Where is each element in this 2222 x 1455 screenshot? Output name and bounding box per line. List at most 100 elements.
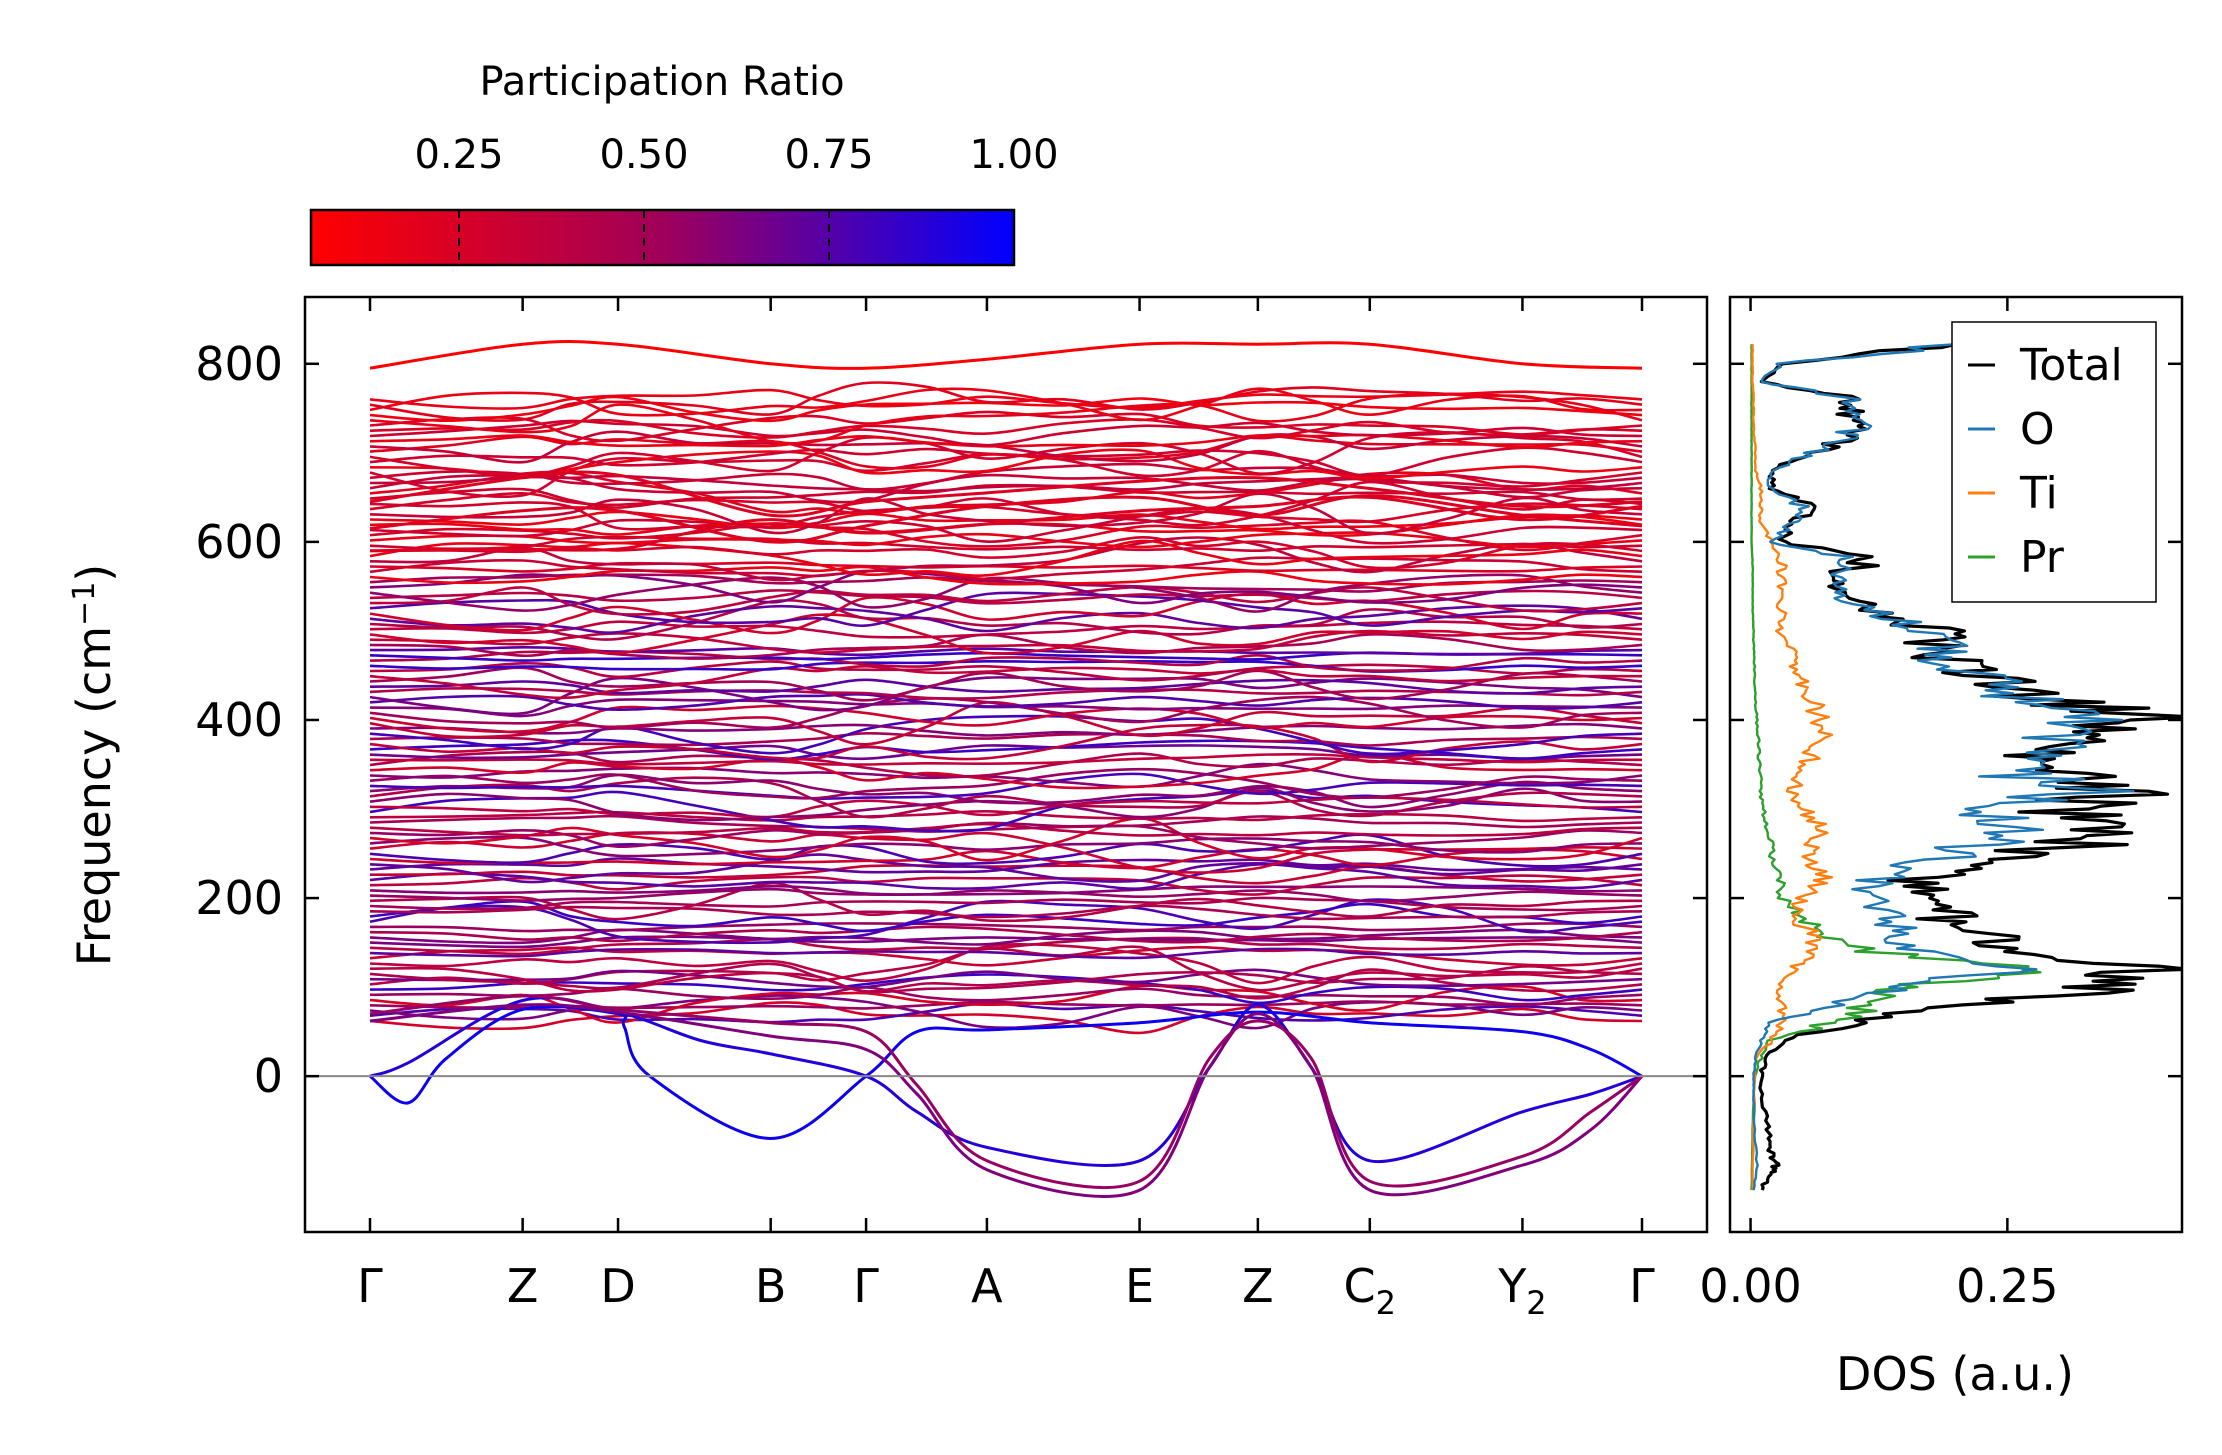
dos-panel: 0.00 0.25 DOS (a.u.) Total O Ti Pr	[1699, 295, 2184, 1401]
band-y-ticks: 0 200 400 600 800	[195, 337, 1707, 1103]
band-line	[369, 483, 1643, 509]
band-line	[369, 678, 1643, 695]
band-y-axis-label: Frequency (cm−1)	[67, 564, 121, 967]
colorbar-title: Participation Ratio	[479, 59, 844, 105]
band-line	[369, 896, 1643, 912]
band-y-tick-label: 400	[195, 693, 283, 747]
band-line	[369, 962, 1643, 994]
band-line	[369, 448, 1643, 480]
band-line-upper-gap-high	[369, 470, 1643, 518]
band-line	[369, 772, 1643, 800]
kpoint-label: Γ	[357, 1259, 383, 1313]
band-line	[369, 904, 1643, 921]
band-line	[369, 887, 1643, 903]
band-line	[369, 536, 1643, 570]
dos-axes-frame	[1728, 295, 2184, 1234]
dos-line-pr	[1750, 344, 2042, 1191]
band-line	[369, 874, 1643, 896]
kpoint-label: Z	[507, 1259, 539, 1313]
dos-x-tick-label: 0.00	[1699, 1259, 1801, 1313]
band-line	[369, 592, 1643, 635]
band-line	[369, 744, 1643, 761]
band-line	[369, 776, 1643, 819]
band-line	[369, 986, 1643, 1007]
band-line	[369, 936, 1643, 956]
band-line	[369, 410, 1643, 443]
band-line	[369, 835, 1643, 858]
band-line	[369, 863, 1643, 891]
band-y-tick-label: 0	[254, 1049, 283, 1103]
dos-lines	[1750, 342, 2182, 1191]
band-line-acoustic-1	[369, 1005, 1643, 1141]
band-line-acoustic-3	[369, 1003, 1644, 1198]
kpoint-label: D	[600, 1259, 635, 1313]
colorbar: Participation Ratio 0.25 0.50 0.75 1.00	[309, 59, 1059, 267]
colorbar-tick-label: 0.75	[784, 132, 873, 178]
band-line	[369, 817, 1643, 862]
kpoint-label: Z	[1242, 1259, 1274, 1313]
band-line	[369, 660, 1643, 682]
band-line	[369, 492, 1643, 535]
band-line	[369, 692, 1643, 712]
kpoint-label: Y2	[1497, 1259, 1546, 1322]
band-line	[369, 722, 1643, 737]
band-lines	[369, 339, 1644, 1198]
band-y-tick-label: 800	[195, 337, 283, 391]
band-line	[369, 704, 1643, 734]
dos-line-ti	[1751, 344, 1834, 1191]
band-line	[369, 507, 1643, 545]
band-line	[369, 881, 1643, 923]
band-line	[369, 585, 1643, 616]
dos-ticks: 0.00 0.25	[1699, 297, 2182, 1313]
band-line	[369, 536, 1643, 582]
band-line	[369, 650, 1643, 672]
legend-label-ti: Ti	[2019, 468, 2058, 519]
band-line	[369, 387, 1643, 422]
kpoint-label: Γ	[1629, 1259, 1655, 1313]
kpoint-label: B	[755, 1259, 787, 1313]
dos-legend: Total O Ti Pr	[1951, 321, 2157, 603]
band-y-tick-label: 600	[195, 515, 283, 569]
legend-label-total: Total	[2019, 340, 2123, 391]
band-line	[369, 714, 1643, 756]
band-line	[369, 620, 1643, 639]
colorbar-tick-labels: 0.25 0.50 0.75 1.00	[414, 132, 1058, 178]
kpoint-label: A	[971, 1259, 1003, 1313]
band-kpoint-ticks: Γ Z D B Γ A E Z C2 Y2 Γ	[357, 297, 1655, 1322]
band-line	[369, 942, 1643, 985]
band-line	[369, 539, 1643, 577]
band-line	[369, 381, 1643, 422]
colorbar-gradient	[309, 208, 1016, 267]
band-line	[369, 531, 1643, 549]
band-line	[369, 752, 1643, 766]
dos-line-total	[1758, 342, 2182, 1191]
band-line	[369, 519, 1643, 552]
band-line	[369, 973, 1643, 1005]
band-line	[369, 767, 1643, 800]
band-line	[369, 935, 1643, 949]
band-line-upper-gap-lower	[369, 495, 1643, 553]
colorbar-tick-label: 1.00	[969, 132, 1058, 178]
band-line	[369, 884, 1643, 896]
band-line	[369, 687, 1643, 700]
band-line	[369, 599, 1643, 641]
band-line	[369, 773, 1643, 809]
colorbar-tick-label: 0.25	[414, 132, 503, 178]
colorbar-ticks	[458, 210, 830, 265]
dos-x-axis-label: DOS (a.u.)	[1836, 1347, 2074, 1401]
band-line	[369, 809, 1643, 823]
band-line	[369, 565, 1643, 586]
dos-x-tick-label: 0.25	[1956, 1259, 2058, 1313]
colorbar-tick-label: 0.50	[599, 132, 688, 178]
band-structure-panel: 0 200 400 600 800 Γ Z D B Γ A E Z C2 Y2 Γ Frequency (c…	[67, 295, 1709, 1322]
band-y-tick-label: 200	[195, 871, 283, 925]
kpoint-label: E	[1125, 1259, 1154, 1313]
band-line	[369, 388, 1643, 410]
band-line	[369, 589, 1643, 605]
band-line-acoustic-4	[369, 994, 1643, 1189]
band-line	[369, 430, 1643, 478]
band-line	[369, 1001, 1643, 1035]
band-line	[369, 857, 1643, 874]
band-line	[369, 947, 1643, 960]
